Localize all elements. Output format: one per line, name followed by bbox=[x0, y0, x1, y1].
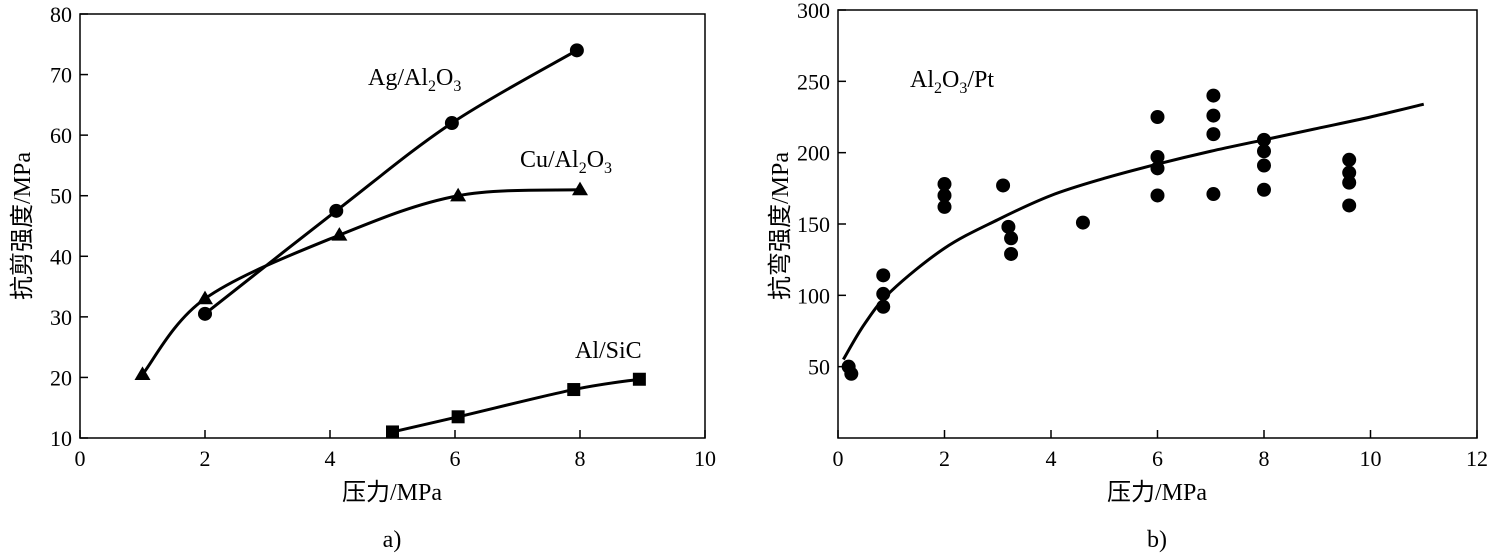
data-point bbox=[1150, 149, 1165, 164]
data-point bbox=[1150, 188, 1165, 203]
data-point bbox=[567, 383, 581, 397]
x-tick-label: 8 bbox=[1259, 446, 1270, 471]
y-tick-label: 50 bbox=[50, 184, 72, 209]
data-point bbox=[450, 187, 467, 202]
data-point bbox=[996, 178, 1011, 193]
data-point bbox=[331, 227, 348, 241]
data-point bbox=[1206, 108, 1221, 123]
data-point bbox=[876, 268, 891, 283]
y-tick-label: 40 bbox=[50, 244, 72, 269]
series-label-Ag/Al2O3: Ag/Al2​O3​ bbox=[368, 65, 461, 95]
data-point bbox=[1004, 246, 1019, 261]
data-point bbox=[569, 43, 584, 58]
series-line-Al/SiC bbox=[392, 377, 640, 434]
x-tick-label: 10 bbox=[1360, 446, 1382, 471]
data-point bbox=[1257, 182, 1271, 197]
data-point bbox=[1342, 152, 1357, 167]
data-point bbox=[1206, 187, 1221, 202]
y-tick-label: 50 bbox=[808, 355, 830, 380]
y-tick-label: 300 bbox=[797, 0, 830, 23]
data-point bbox=[937, 199, 952, 214]
data-point bbox=[329, 203, 344, 218]
x-tick-label: 8 bbox=[575, 446, 586, 471]
series-line-Cu/Al2O3 bbox=[141, 188, 581, 376]
data-point bbox=[197, 290, 213, 305]
panel-a-y-axis-label: 抗剪强度/MPa bbox=[9, 152, 36, 300]
panel-b-ticks: 0 2 4 6 8 10 12 50 100 150 200 250 300 bbox=[797, 0, 1488, 471]
x-tick-label: 6 bbox=[1152, 446, 1163, 471]
y-tick-label: 30 bbox=[50, 305, 72, 330]
data-point bbox=[1257, 144, 1271, 159]
x-tick-label: 4 bbox=[1046, 446, 1057, 471]
data-point bbox=[572, 181, 588, 196]
panel-a-ticks: 0 2 4 6 8 10 10 20 30 40 50 60 70 80 bbox=[50, 2, 716, 471]
y-tick-label: 200 bbox=[797, 141, 830, 166]
series-label-Cu/Al2O3: Cu/Al2​O3​ bbox=[520, 147, 612, 177]
panel-a-series-labels: Ag/Al2​O3​ Cu/Al2​O3​ Al/SiC bbox=[368, 65, 642, 364]
y-tick-label: 70 bbox=[50, 63, 72, 88]
data-point bbox=[1001, 219, 1016, 234]
data-point bbox=[1206, 127, 1221, 142]
x-tick-label: 4 bbox=[325, 446, 336, 471]
data-point bbox=[386, 425, 399, 439]
x-tick-label: 2 bbox=[939, 446, 950, 471]
x-tick-label: 0 bbox=[75, 446, 86, 471]
panel-a-caption: a) bbox=[383, 527, 402, 553]
y-tick-label: 20 bbox=[50, 365, 72, 390]
panel-b-series bbox=[841, 88, 1425, 381]
y-tick-label: 100 bbox=[797, 283, 830, 308]
data-point bbox=[134, 366, 151, 380]
data-point bbox=[1075, 215, 1090, 230]
x-tick-label: 2 bbox=[200, 446, 211, 471]
y-tick-label: 250 bbox=[797, 69, 830, 94]
x-tick-label: 6 bbox=[450, 446, 461, 471]
data-point bbox=[1004, 231, 1019, 246]
data-point bbox=[1342, 165, 1357, 180]
y-tick-label: 60 bbox=[50, 123, 72, 148]
data-point bbox=[451, 410, 465, 424]
data-point bbox=[937, 177, 952, 192]
y-tick-label: 10 bbox=[50, 426, 72, 451]
panel-b-y-axis-label: 抗弯强度/MPa bbox=[767, 152, 794, 300]
panel-b: 0 2 4 6 8 10 12 50 100 150 200 250 300 Al2​O3/Pt 压力/… bbox=[767, 0, 1488, 553]
panel-a: 0 2 4 6 8 10 10 20 30 40 50 60 70 80 Ag/Al2​O3​ Cu/Al2… bbox=[9, 2, 716, 553]
panel-a-x-axis-label: 压力/MPa bbox=[342, 479, 442, 506]
y-tick-label: 80 bbox=[50, 2, 72, 27]
data-point bbox=[444, 116, 459, 131]
data-point bbox=[1342, 175, 1357, 190]
data-point bbox=[632, 372, 646, 386]
data-point bbox=[198, 306, 212, 321]
data-point bbox=[1257, 158, 1271, 173]
panel-b-caption: b) bbox=[1147, 527, 1167, 553]
x-tick-label: 0 bbox=[833, 446, 844, 471]
data-point bbox=[1342, 198, 1357, 213]
fit-curve bbox=[842, 102, 1425, 361]
y-tick-label: 150 bbox=[797, 212, 830, 237]
series-label-Al2O3/Pt: Al2​O3/Pt bbox=[910, 67, 994, 97]
series-label-Al/SiC: Al/SiC bbox=[575, 338, 642, 364]
panel-b-series-labels: Al2​O3/Pt bbox=[910, 67, 994, 97]
data-point bbox=[844, 366, 859, 381]
data-point bbox=[1206, 88, 1221, 103]
x-tick-label: 12 bbox=[1466, 446, 1488, 471]
panel-b-x-axis-label: 压力/MPa bbox=[1107, 479, 1207, 506]
data-point bbox=[937, 188, 952, 203]
x-tick-label: 10 bbox=[694, 446, 716, 471]
panel-a-series bbox=[134, 43, 646, 439]
data-point bbox=[1150, 110, 1165, 124]
